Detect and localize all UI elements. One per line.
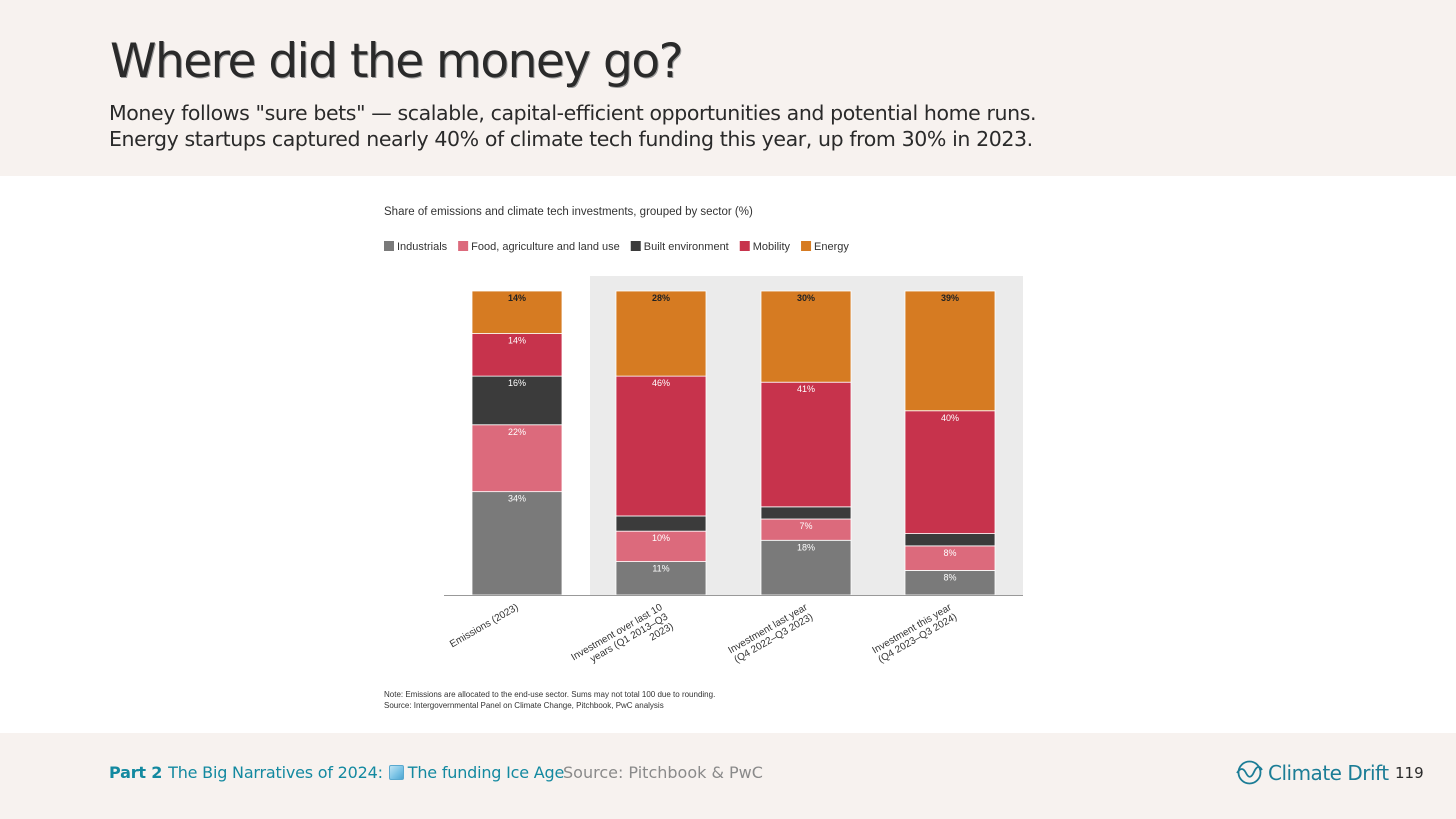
- data-label: 14%: [508, 336, 526, 346]
- bar-segment: [904, 545, 996, 571]
- x-tick-label: Investment over last 10years (Q1 2013–Q3…: [569, 602, 675, 682]
- bar-segment: [471, 424, 563, 493]
- data-label: 40%: [941, 413, 959, 423]
- slide-header: Where did the money go? Money follows "s…: [0, 0, 1456, 176]
- climate-drift-logo-icon: [1236, 760, 1263, 785]
- footer-section-prefix: The Big Narratives of 2024:: [168, 763, 383, 782]
- data-label: 41%: [797, 384, 815, 394]
- bar-segment: [471, 491, 563, 596]
- legend-swatch-2: [630, 241, 641, 251]
- slide-footer: Part 2 The Big Narratives of 2024: The fun…: [0, 733, 1456, 819]
- legend-label-1: Food, agriculture and land use: [471, 241, 620, 253]
- legend-swatch-0: [384, 241, 394, 251]
- legend-label-0: Industrials: [397, 241, 448, 253]
- bar-segment: [904, 533, 996, 547]
- footer-part-label: Part 2: [109, 763, 163, 782]
- chart-title: Share of emissions and climate tech inve…: [384, 206, 753, 218]
- data-label: 39%: [941, 293, 959, 303]
- data-label: 14%: [508, 293, 526, 303]
- x-tick-label: Emissions (2023): [448, 602, 520, 650]
- data-label: 46%: [652, 378, 670, 388]
- bar-segment: [615, 375, 707, 517]
- page-number: 119: [1395, 764, 1424, 782]
- legend-swatch-1: [458, 241, 469, 251]
- ice-cube-icon: [388, 765, 404, 780]
- legend-label-2: Built environment: [644, 241, 729, 253]
- footer-source: Source: Pitchbook & PwC: [563, 763, 763, 782]
- bar-segment: [615, 515, 707, 532]
- data-label: 8%: [943, 548, 956, 558]
- bar-segment: [904, 410, 996, 534]
- data-label: 34%: [508, 494, 526, 504]
- footer-section-suffix: The funding Ice Age: [407, 763, 565, 782]
- bar-segment: [471, 290, 563, 334]
- x-tick-label: Investment last year(Q4 2022–Q3 2023): [727, 602, 816, 666]
- slide-title: Where did the money go?: [110, 34, 684, 89]
- data-label: 30%: [797, 293, 815, 303]
- subtitle-line-1: Money follows "sure bets" — scalable, ca…: [109, 101, 1037, 125]
- data-label: 10%: [652, 533, 670, 543]
- data-label: 18%: [797, 542, 815, 552]
- subtitle-line-2: Energy startups captured nearly 40% of c…: [109, 127, 1033, 151]
- bar-segment: [760, 381, 852, 508]
- bar-segment: [904, 570, 996, 596]
- bar-segment: [760, 539, 852, 596]
- bar-segment: [615, 530, 707, 562]
- bar-segment: [760, 506, 852, 520]
- data-label: 11%: [652, 564, 669, 574]
- data-label: 7%: [799, 521, 812, 531]
- legend-swatch-3: [739, 241, 750, 251]
- legend-swatch-4: [801, 241, 812, 251]
- bar-segment: [615, 290, 707, 377]
- x-tick-label-line: Emissions (2023): [448, 602, 520, 650]
- legend-label-4: Energy: [814, 241, 849, 253]
- chart-note: Note: Emissions are allocated to the end…: [384, 690, 715, 699]
- data-label: 8%: [943, 572, 956, 582]
- brand-name: Climate Drift: [1268, 760, 1389, 785]
- bar-segment: [760, 290, 852, 383]
- footer-section: Part 2 The Big Narratives of 2024: The fun…: [109, 763, 564, 782]
- stacked-bar-chart: Share of emissions and climate tech inve…: [384, 206, 1023, 710]
- data-label: 28%: [652, 293, 670, 303]
- chart-source: Source: Intergovernmental Panel on Clima…: [384, 701, 664, 710]
- brand-logo: Climate Drift: [1236, 759, 1389, 786]
- slide-subtitle: Money follows "sure bets" — scalable, ca…: [109, 100, 1037, 152]
- legend-label-3: Mobility: [753, 241, 791, 253]
- x-tick-label: Investment this year(Q4 2023–Q3 2024): [871, 602, 960, 666]
- bar-segment: [471, 333, 563, 377]
- data-label: 16%: [508, 378, 526, 388]
- chart-panel: Share of emissions and climate tech inve…: [0, 176, 1456, 733]
- data-label: 22%: [508, 427, 526, 437]
- bar-segment: [904, 290, 996, 412]
